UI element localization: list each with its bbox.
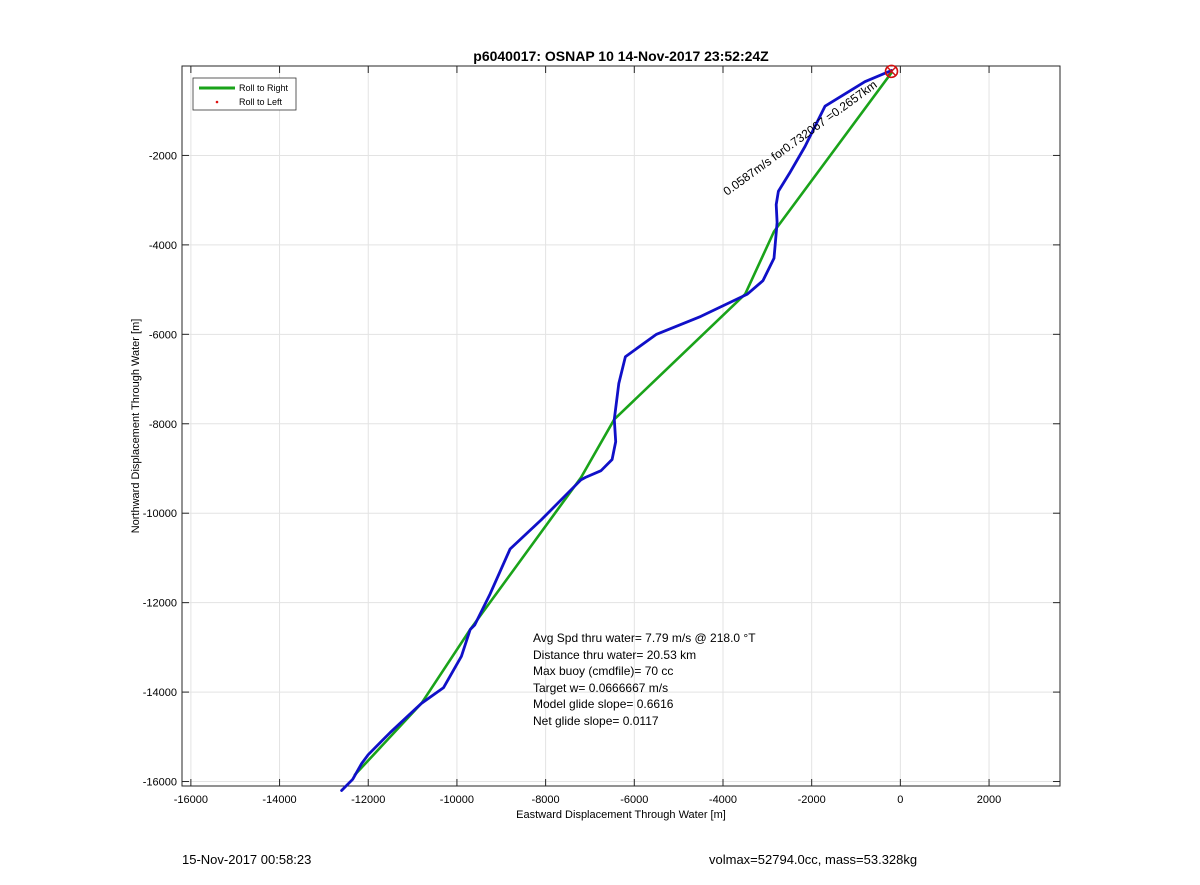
- y-tick-label: -8000: [149, 419, 177, 431]
- rotated-annotation: 0.0587m/s for0.732067 =0.2657km: [721, 77, 880, 198]
- y-tick-label: -10000: [143, 508, 177, 520]
- x-tick-label: -16000: [174, 794, 208, 806]
- legend-label-roll-right: Roll to Right: [239, 83, 289, 93]
- x-tick-label: -6000: [620, 794, 648, 806]
- grid-lines: [182, 66, 1060, 786]
- y-tick-label: -6000: [149, 329, 177, 341]
- footer-timestamp: 15-Nov-2017 00:58:23: [182, 852, 312, 867]
- series-line-0: [353, 71, 893, 777]
- end-marker-circle: [884, 64, 899, 79]
- series-line-1: [340, 69, 893, 792]
- chart-title: p6040017: OSNAP 10 14-Nov-2017 23:52:24Z: [473, 48, 769, 64]
- legend-label-roll-left: Roll to Left: [239, 97, 283, 107]
- annotation-target-w: Target w= 0.0666667 m/s: [533, 681, 668, 695]
- x-tick-label: -10000: [440, 794, 474, 806]
- stats-annotations: Avg Spd thru water= 7.79 m/s @ 218.0 °T …: [533, 631, 756, 728]
- y-tick-label: -12000: [143, 598, 177, 610]
- y-tick-label: -4000: [149, 240, 177, 252]
- marker-layer: [884, 64, 899, 79]
- y-tick-label: -16000: [143, 777, 177, 789]
- annotation-model-glide-slope: Model glide slope= 0.6616: [533, 697, 674, 711]
- annotation-max-buoy: Max buoy (cmdfile)= 70 cc: [533, 664, 673, 678]
- footer-volmax-mass: volmax=52794.0cc, mass=53.328kg: [709, 852, 918, 867]
- x-tick-label: -12000: [351, 794, 385, 806]
- legend-box: [192, 77, 297, 111]
- y-tick-label: -14000: [143, 687, 177, 699]
- x-tick-label: -14000: [262, 794, 296, 806]
- end-marker-cross-b: [886, 66, 896, 76]
- annotation-net-glide-slope: Net glide slope= 0.0117: [533, 714, 659, 728]
- x-tick-label: -8000: [532, 794, 560, 806]
- axes-box: [181, 65, 1061, 787]
- legend-swatch-roll-left: [215, 100, 219, 104]
- x-tick-label: -2000: [798, 794, 826, 806]
- x-tick-label: -4000: [709, 794, 737, 806]
- y-tick-label: -2000: [149, 150, 177, 162]
- annotation-avg-speed: Avg Spd thru water= 7.79 m/s @ 218.0 °T: [533, 631, 756, 645]
- x-axis-label: Eastward Displacement Through Water [m]: [516, 809, 726, 821]
- annotation-distance: Distance thru water= 20.53 km: [533, 648, 696, 662]
- axis-ticks: -16000 -14000 -12000 -10000 -8000 -6000 -4000 -…: [143, 66, 1060, 806]
- legend: Roll to Right Roll to Left: [192, 77, 297, 111]
- series-layer: [340, 69, 893, 792]
- y-axis-label: Northward Displacement Through Water [m]: [130, 319, 142, 534]
- x-tick-label: 2000: [977, 794, 1001, 806]
- x-tick-label: 0: [897, 794, 903, 806]
